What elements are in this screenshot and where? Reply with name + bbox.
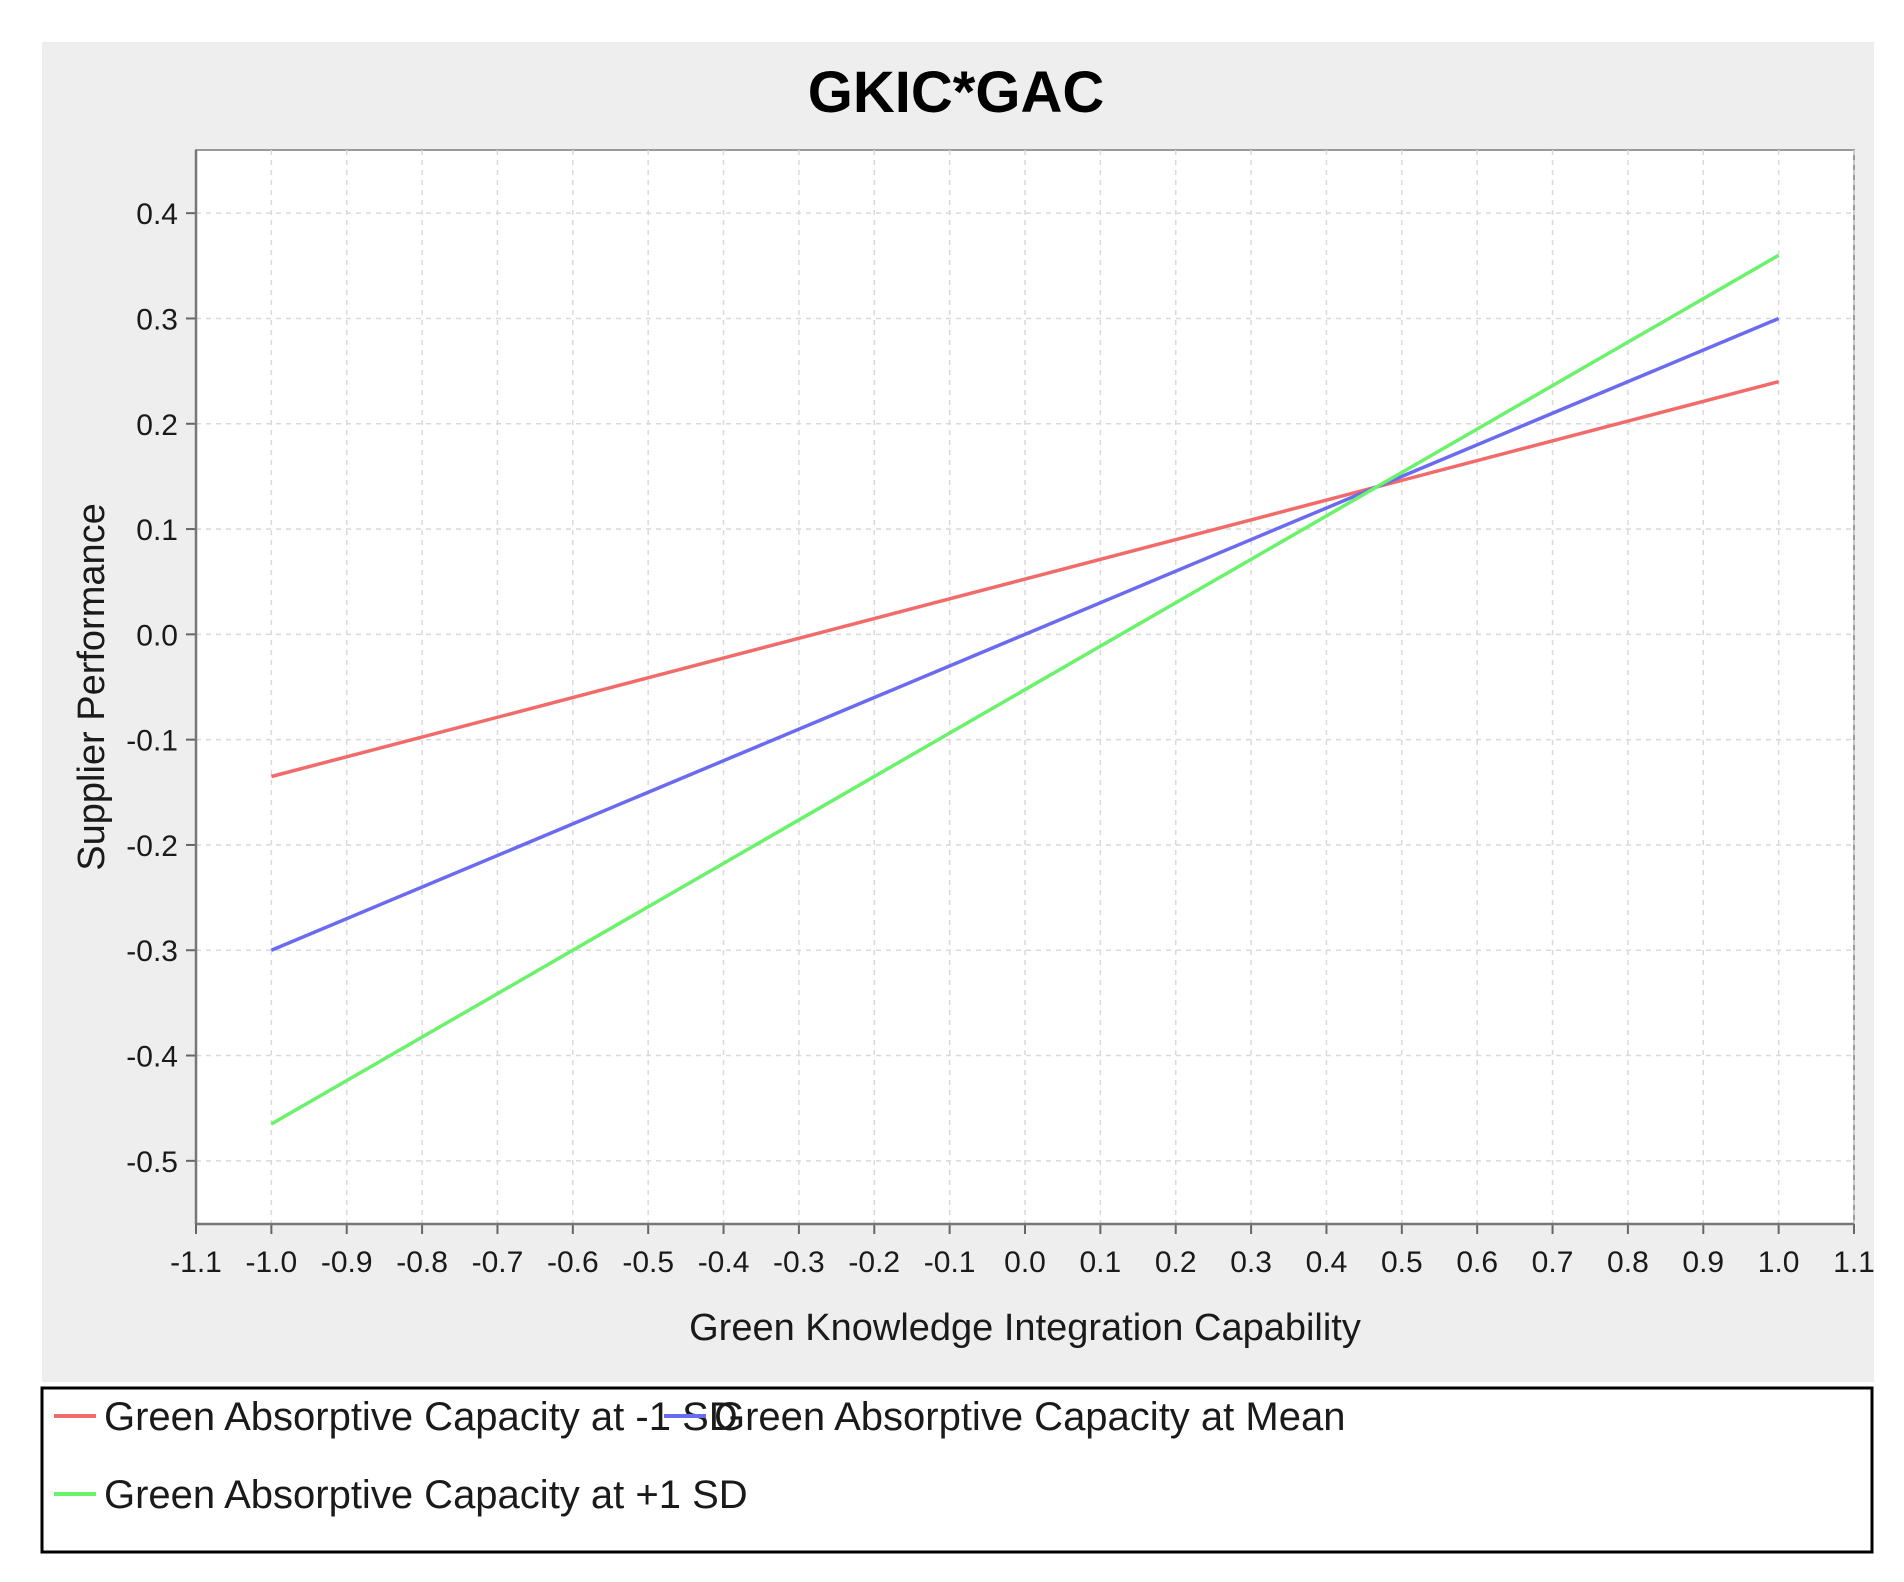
series-line-0: [270, 379, 1780, 779]
x-tick-label: 0.5: [1381, 1246, 1423, 1279]
x-tick-label: 0.1: [1080, 1246, 1122, 1279]
x-tick-label: -1.1: [170, 1246, 222, 1279]
legend: [40, 1386, 1874, 1554]
legend-label-0: Green Absorptive Capacity at -1 SD: [104, 1395, 738, 1439]
y-tick-label: 0.1: [136, 514, 178, 547]
grid: [195, 150, 1855, 1224]
y-tick-label: 0.0: [136, 619, 178, 652]
y-tick-label: 0.4: [136, 198, 178, 231]
legend-label-1: Green Absorptive Capacity at Mean: [714, 1395, 1345, 1439]
y-tick-label: -0.5: [126, 1146, 178, 1179]
x-tick-label: -0.9: [321, 1246, 373, 1279]
x-tick-label: 0.3: [1230, 1246, 1272, 1279]
y-tick-label: 0.3: [136, 303, 178, 336]
x-tick-label: -0.4: [698, 1246, 750, 1279]
y-axis-title: Supplier Performance: [71, 503, 113, 871]
x-tick-label: 0.2: [1155, 1246, 1197, 1279]
chart-title: GKIC*GAC: [808, 60, 1104, 125]
x-axis-title: Green Knowledge Integration Capability: [689, 1307, 1361, 1349]
series-line-1: [270, 316, 1780, 952]
x-tick-label: 0.0: [1004, 1246, 1046, 1279]
legend-items: Green Absorptive Capacity at -1 SDGreen …: [54, 1395, 1345, 1517]
x-tick-label: 1.0: [1758, 1246, 1800, 1279]
y-tick-label: 0.2: [136, 409, 178, 442]
x-tick-label: 1.1: [1833, 1246, 1875, 1279]
x-tick-label: -0.2: [848, 1246, 900, 1279]
x-tick-label: -0.6: [547, 1246, 599, 1279]
x-tick-label: 0.7: [1532, 1246, 1574, 1279]
x-tick-label: -0.3: [773, 1246, 825, 1279]
x-tick-label: 0.6: [1456, 1246, 1498, 1279]
legend-label-2: Green Absorptive Capacity at +1 SD: [104, 1473, 748, 1517]
x-tick-label: -0.8: [396, 1246, 448, 1279]
y-tick-label: -0.3: [126, 935, 178, 968]
series-line-2: [270, 253, 1780, 1126]
series-lines: [270, 253, 1780, 1126]
y-tick-label: -0.1: [126, 725, 178, 758]
x-tick-label: 0.9: [1682, 1246, 1724, 1279]
x-tick-label: -0.5: [622, 1246, 674, 1279]
x-tick-label: -0.7: [472, 1246, 524, 1279]
x-tick-label: 0.8: [1607, 1246, 1649, 1279]
y-tick-label: -0.4: [126, 1041, 178, 1074]
x-tick-label: -0.1: [924, 1246, 976, 1279]
y-tick-label: -0.2: [126, 830, 178, 863]
x-tick-label: -1.0: [246, 1246, 298, 1279]
x-tick-label: 0.4: [1306, 1246, 1348, 1279]
axes: -1.1 -1.0 -0.9 -0.8 -0.7 -0.6 -0.5 -0.4 -0.3 -0.2…: [126, 150, 1875, 1279]
